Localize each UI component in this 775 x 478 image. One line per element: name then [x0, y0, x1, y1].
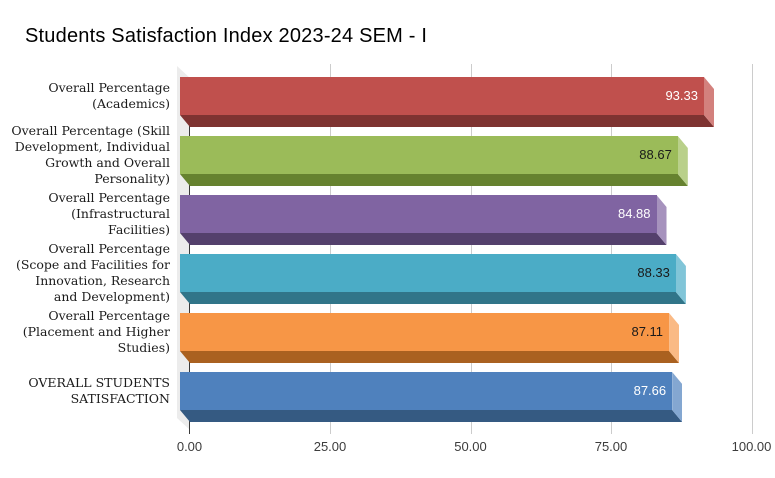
category-label: Overall Percentage (Academics) — [48, 80, 170, 111]
bar-end-cap — [704, 77, 714, 127]
bar-bottom-face — [180, 174, 688, 186]
category-label: Overall Percentage (Placement and Higher… — [22, 308, 170, 355]
bar-end-cap — [669, 313, 680, 363]
x-axis-tick-label: 100.00 — [731, 439, 772, 454]
bar-face — [180, 313, 670, 351]
bar-face — [180, 77, 704, 115]
gridline — [611, 64, 612, 434]
category-label: Overall Percentage (Skill Development, I… — [11, 123, 170, 186]
bar-value-label: 84.88 — [617, 206, 651, 221]
bar-bottom-face — [180, 115, 714, 127]
category-label: Overall Percentage (Infrastructural Faci… — [48, 190, 170, 237]
gridline — [330, 64, 331, 434]
bar-face — [180, 372, 673, 410]
bar-value-label: 93.33 — [665, 88, 698, 103]
gridline — [751, 64, 753, 434]
chart-title: Students Satisfaction Index 2023-24 SEM … — [25, 25, 428, 47]
bar-value-label: 87.11 — [631, 324, 664, 339]
bar-end-cap — [675, 254, 686, 304]
bar-face — [180, 254, 676, 292]
bar-end-cap — [677, 136, 688, 186]
x-axis-tick-label: 25.00 — [313, 439, 347, 454]
bar-face — [180, 195, 657, 233]
gridline — [470, 64, 472, 434]
bar-bottom-face — [180, 410, 682, 422]
bar-bottom-face — [180, 351, 679, 363]
bar-bottom-face — [180, 233, 667, 245]
x-axis-tick-label: 75.00 — [594, 439, 628, 454]
bar-value-label: 88.67 — [639, 147, 672, 162]
bar-end-cap — [656, 195, 667, 245]
bar-value-label: 88.33 — [637, 265, 670, 280]
bar-bottom-face — [180, 292, 686, 304]
bar-face — [180, 136, 678, 174]
category-label: Overall Percentage (Scope and Facilities… — [15, 241, 170, 304]
bar-end-cap — [672, 372, 683, 422]
category-label: OVERALL STUDENTS SATISFACTION — [28, 375, 170, 406]
x-axis-tick-label: 50.00 — [454, 439, 487, 454]
bar-value-label: 87.66 — [633, 383, 667, 398]
x-axis-tick-label: 0.00 — [176, 439, 203, 454]
